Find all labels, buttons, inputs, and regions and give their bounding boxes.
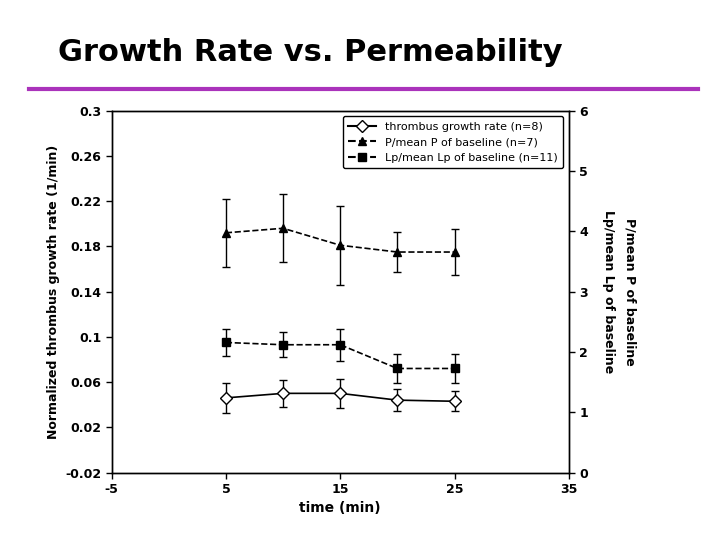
Text: Lp/mean Lp of baseline: Lp/mean Lp of baseline [602, 210, 615, 373]
X-axis label: time (min): time (min) [300, 502, 381, 516]
Text: Growth Rate vs. Permeability: Growth Rate vs. Permeability [58, 38, 562, 67]
Y-axis label: Normalized thrombus growth rate (1/min): Normalized thrombus growth rate (1/min) [47, 145, 60, 438]
Text: P/mean P of baseline: P/mean P of baseline [624, 218, 636, 366]
Legend: thrombus growth rate (n=8), P/mean P of baseline (n=7), Lp/mean Lp of baseline (: thrombus growth rate (n=8), P/mean P of … [343, 116, 563, 168]
